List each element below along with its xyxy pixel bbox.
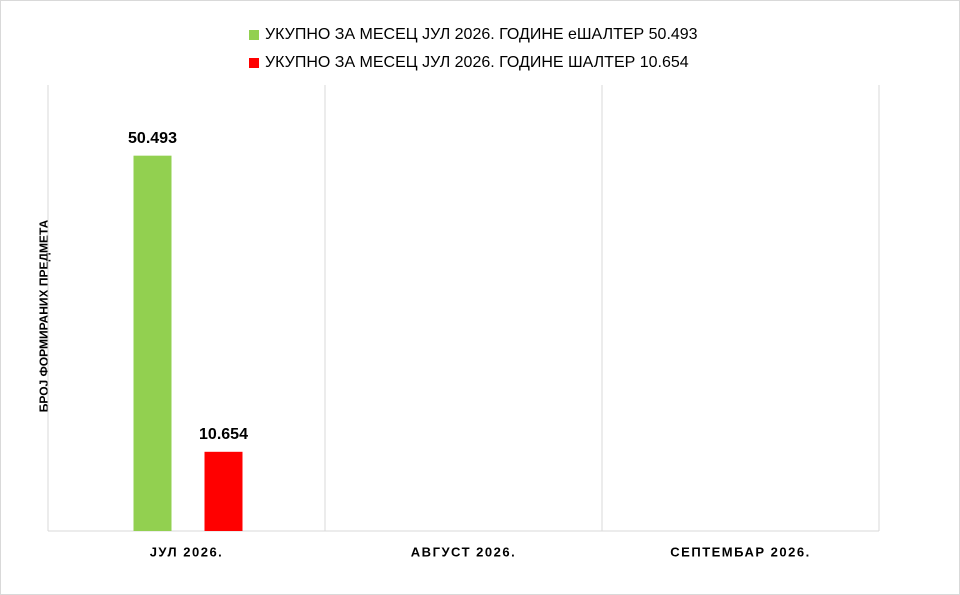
y-axis-label: БРОЈ ФОРМИРАНИХ ПРЕДМЕТА [37,219,51,412]
bar [133,155,172,531]
legend-swatch [249,58,259,68]
legend-swatch [249,30,259,40]
bar [204,451,243,531]
data-label: 10.654 [199,426,248,443]
data-label: 50.493 [128,130,177,147]
x-tick-label: ЈУЛ 2026. [150,544,224,559]
x-tick-label: АВГУСТ 2026. [411,544,516,559]
legend-label: УКУПНО ЗА МЕСЕЦ ЈУЛ 2026. ГОДИНЕ еШАЛТЕР… [265,26,698,43]
x-tick-label: СЕПТЕМБАР 2026. [670,544,810,559]
legend-label: УКУПНО ЗА МЕСЕЦ ЈУЛ 2026. ГОДИНЕ ШАЛТЕР … [265,54,689,71]
